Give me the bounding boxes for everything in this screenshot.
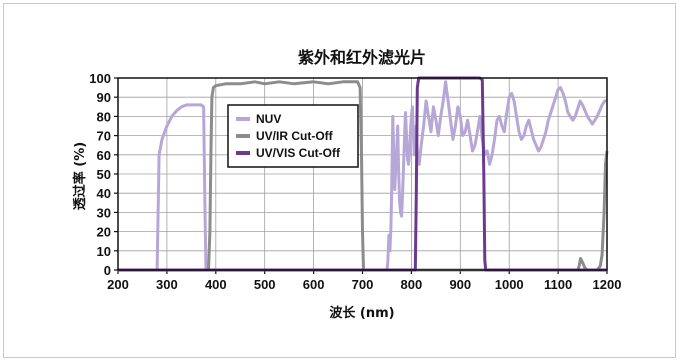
y-tick-labels: 0 10 20 30 40 50 60 70 80 90 100 (89, 71, 111, 278)
y-tick-label: 60 (97, 148, 111, 163)
y-tick-label: 0 (104, 263, 111, 278)
y-tick-label: 80 (97, 109, 111, 124)
x-tick-label: 600 (303, 277, 325, 292)
x-tick-label: 200 (107, 277, 129, 292)
legend-label: NUV (256, 112, 281, 126)
x-tick-label: 1200 (593, 277, 622, 292)
x-axis-label: 波长 (nm) (329, 305, 394, 321)
x-tick-label: 300 (156, 277, 178, 292)
legend-label: UV/IR Cut-Off (256, 129, 334, 143)
x-tick-label: 400 (205, 277, 227, 292)
y-tick-label: 20 (97, 225, 111, 240)
series-line-0 (118, 80, 607, 272)
y-tick-label: 90 (97, 90, 111, 105)
y-tick-label: 100 (89, 71, 111, 86)
x-tick-labels: 200 300 400 500 600 700 800 900 1000 1100 1200 (107, 277, 621, 292)
y-tick-label: 70 (97, 129, 111, 144)
x-tick-label: 1100 (544, 277, 572, 292)
x-tick-label: 900 (449, 277, 471, 292)
x-tick-label: 1000 (495, 277, 524, 292)
legend: NUV UV/IR Cut-Off UV/VIS Cut-Off (227, 104, 359, 168)
x-tick-label: 700 (352, 277, 374, 292)
chart-title: 紫外和红外滤光片 (298, 48, 426, 67)
y-tick-label: 40 (97, 186, 111, 201)
y-axis-label: 透过率 (%) (72, 142, 88, 210)
x-tick-label: 800 (401, 277, 423, 292)
y-tick-label: 10 (97, 244, 111, 259)
legend-label: UV/VIS Cut-Off (256, 146, 341, 160)
x-tick-label: 500 (254, 277, 276, 292)
y-tick-label: 50 (97, 167, 111, 182)
plot-border (117, 77, 608, 271)
y-tick-label: 30 (97, 205, 111, 220)
